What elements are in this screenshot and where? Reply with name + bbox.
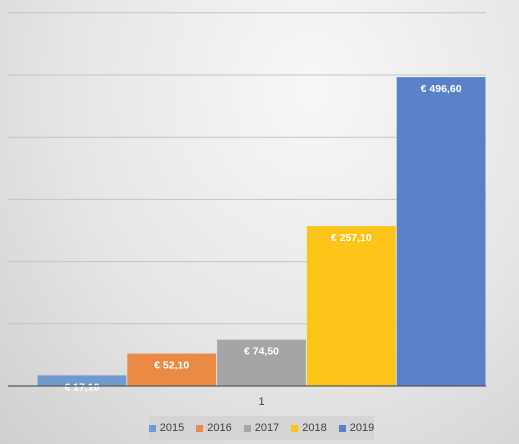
- legend-label: 2018: [302, 422, 327, 434]
- bars: [37, 77, 486, 386]
- data-label-2019: € 496,60: [421, 83, 462, 95]
- bar-2016: [127, 353, 217, 386]
- data-label-2015: € 17,10: [64, 381, 99, 393]
- legend-item-2016: 2016: [196, 422, 232, 434]
- legend-swatch: [196, 424, 204, 432]
- legend-label: 2015: [159, 422, 185, 434]
- legend-swatch: [291, 424, 299, 432]
- legend-label: 2019: [349, 422, 375, 434]
- legend-item-2019: 2019: [338, 422, 375, 434]
- x-axis: 1: [8, 385, 486, 408]
- legend-swatch: [243, 424, 251, 432]
- x-tick-label: 1: [258, 396, 264, 408]
- legend-swatch: [148, 424, 156, 432]
- bar-2015: [37, 375, 127, 386]
- bar-2018: [306, 226, 396, 386]
- data-labels: € 17,10 € 52,10 € 74,50 € 257,10 € 496,60: [64, 83, 461, 393]
- legend-label: 2016: [207, 422, 232, 434]
- data-label-2017: € 74,50: [244, 346, 279, 358]
- bar-2017: [217, 339, 306, 386]
- legend-swatch: [338, 424, 346, 432]
- data-label-2018: € 257,10: [331, 232, 372, 244]
- legend-item-2018: 2018: [291, 422, 327, 434]
- legend-label: 2017: [254, 422, 280, 434]
- data-label-2016: € 52,10: [154, 360, 189, 372]
- bar-2019: [396, 77, 486, 386]
- legend: 2015 2016 2017 2018 2019: [148, 416, 375, 440]
- legend-item-2017: 2017: [243, 422, 280, 434]
- legend-item-2015: 2015: [148, 422, 185, 434]
